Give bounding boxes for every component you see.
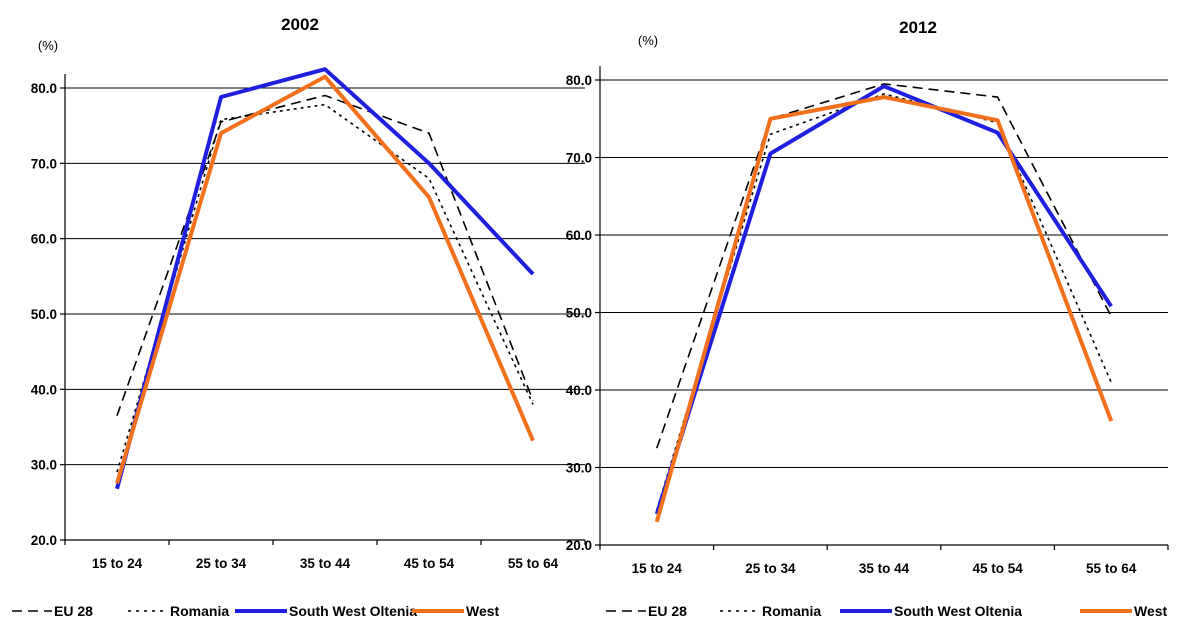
legend-label: South West Oltenia [289, 603, 417, 619]
legend-label: EU 28 [54, 603, 93, 619]
y-tick-label: 60.0 [31, 232, 57, 247]
y-tick-label: 30.0 [566, 461, 592, 476]
series-line-south-west-oltenia [654, 84, 1113, 515]
y-tick-label: 80.0 [31, 81, 57, 96]
y-tick-label: 60.0 [566, 228, 592, 243]
x-tick-label: 25 to 34 [196, 556, 247, 571]
y-tick-label: 80.0 [566, 73, 592, 88]
x-tick-label: 45 to 54 [972, 561, 1023, 576]
x-tick-label: 15 to 24 [92, 556, 143, 571]
x-tick-label: 45 to 54 [404, 556, 455, 571]
y-axis-unit: (%) [38, 38, 58, 53]
y-tick-label: 20.0 [31, 533, 57, 548]
legend-label: West [1134, 603, 1168, 619]
y-tick-label: 40.0 [566, 383, 592, 398]
y-tick-label: 20.0 [566, 538, 592, 553]
chart-title: 2002 [281, 15, 319, 34]
series-line-west [654, 95, 1114, 523]
x-tick-label: 35 to 44 [859, 561, 910, 576]
chart-panel-0: 2002 (%) 20.0 30.0 40.0 50.0 60.0 70.0 80.0 15 to… [12, 15, 586, 619]
legend-label: West [466, 603, 500, 619]
legend-label: EU 28 [648, 603, 687, 619]
y-axis-unit: (%) [638, 33, 658, 48]
legend-label: Romania [762, 603, 821, 619]
y-tick-label: 50.0 [566, 306, 592, 321]
chart-panel-1: 2012 (%) 20.0 30.0 40.0 50.0 60.0 70.0 80.0 15 to… [566, 18, 1169, 619]
y-tick-label: 50.0 [31, 307, 57, 322]
x-tick-label: 55 to 64 [1086, 561, 1137, 576]
series-line-romania [116, 103, 534, 473]
y-tick-label: 40.0 [31, 382, 57, 397]
series-line-eu-28 [656, 83, 1112, 449]
legend-label: Romania [170, 603, 229, 619]
y-tick-label: 70.0 [566, 151, 592, 166]
x-tick-label: 55 to 64 [508, 556, 559, 571]
x-tick-label: 15 to 24 [632, 561, 683, 576]
chart-title: 2012 [899, 18, 937, 37]
y-tick-label: 30.0 [31, 458, 57, 473]
x-tick-label: 25 to 34 [745, 561, 796, 576]
series-line-west [115, 74, 535, 485]
y-tick-label: 70.0 [31, 156, 57, 171]
legend-label: South West Oltenia [894, 603, 1022, 619]
x-tick-label: 35 to 44 [300, 556, 351, 571]
